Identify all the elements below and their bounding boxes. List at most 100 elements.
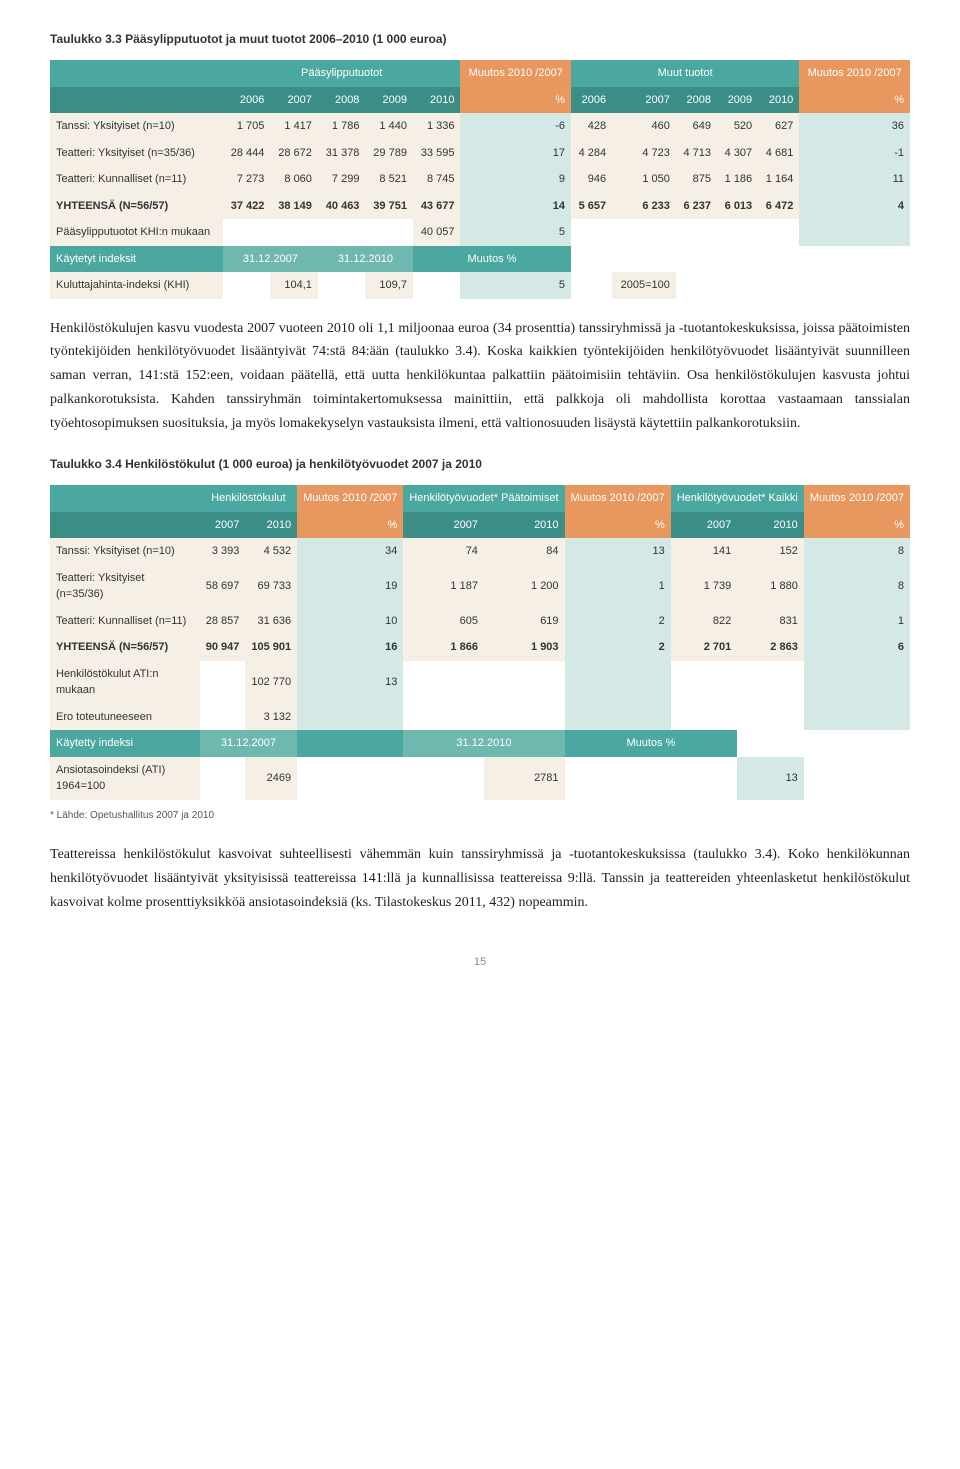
t2-gh4: Muutos 2010 /2007 <box>565 485 671 512</box>
t1-extra1-c6 <box>571 219 612 246</box>
t2-row0-label: Tanssi: Yksityiset (n=10) <box>50 538 200 565</box>
page-number: 15 <box>50 954 910 971</box>
t2-extra1-c6 <box>671 661 738 704</box>
t2-idx-label: Käytetty indeksi <box>50 730 200 757</box>
t1-row2-c2: 7 299 <box>318 166 366 193</box>
t1-total-c3: 39 751 <box>365 193 413 220</box>
t1-row1-c9: 4 307 <box>717 140 758 167</box>
t2-row1-label: Teatteri: Yksityiset (n=35/36) <box>50 565 200 608</box>
t1-row1-c5: 17 <box>460 140 571 167</box>
t2-col-1: 2007 <box>200 512 246 539</box>
t2-col-2: 2010 <box>245 512 297 539</box>
t2-gh5: Henkilötyövuodet* Kaikki <box>671 485 804 512</box>
t1-gh2: Muutos 2010 /2007 <box>460 60 571 87</box>
t2-col-9: % <box>804 512 910 539</box>
t1-khi-c7: 2005=100 <box>612 272 676 299</box>
t1-khi-c2 <box>318 272 366 299</box>
t2-extra1-c8 <box>804 661 910 704</box>
t2-row2-c1: 31 636 <box>245 608 297 635</box>
t2-row1-c3: 1 187 <box>403 565 484 608</box>
table2-caption: Taulukko 3.4 Henkilöstökulut (1 000 euro… <box>50 455 910 473</box>
t1-gh0 <box>50 60 223 87</box>
t2-total-c1: 105 901 <box>245 634 297 661</box>
t2-row1-c6: 1 739 <box>671 565 738 608</box>
t1-row0-c11: 36 <box>799 113 910 140</box>
t2-row1-c0: 58 697 <box>200 565 246 608</box>
paragraph-1: Henkilöstökulujen kasvu vuodesta 2007 vu… <box>50 317 910 436</box>
t1-row2-c4: 8 745 <box>413 166 461 193</box>
t1-col-0 <box>50 87 223 114</box>
t1-row0-c8: 649 <box>676 113 717 140</box>
t2-row2-c6: 822 <box>671 608 738 635</box>
t2-total-c2: 16 <box>297 634 403 661</box>
t2-col-8: 2010 <box>737 512 804 539</box>
t2-extra2-c8 <box>804 704 910 731</box>
t2-row0-c1: 4 532 <box>245 538 297 565</box>
t1-row1-c3: 29 789 <box>365 140 413 167</box>
t2-col-0 <box>50 512 200 539</box>
t2-col-7: 2007 <box>671 512 738 539</box>
t1-row0-c0: 1 705 <box>223 113 271 140</box>
t1-idx-a: 31.12.2007 <box>223 246 318 273</box>
t2-ati-label: Ansiotasoindeksi (ATI) 1964=100 <box>50 757 200 800</box>
t1-khi-c3: 109,7 <box>365 272 413 299</box>
t2-row1-c2: 19 <box>297 565 403 608</box>
t1-row1-c0: 28 444 <box>223 140 271 167</box>
t1-extra1-c0 <box>223 219 271 246</box>
t2-gh1: Henkilöstökulut <box>200 485 297 512</box>
t1-total-c5: 14 <box>460 193 571 220</box>
t1-total-c7: 6 233 <box>612 193 676 220</box>
t2-row1-c7: 1 880 <box>737 565 804 608</box>
t1-extra1-c4: 40 057 <box>413 219 461 246</box>
t2-idx-c: Muutos % <box>565 730 738 757</box>
t2-ati-c2 <box>297 757 403 800</box>
t1-idx-label: Käytetyt indeksit <box>50 246 223 273</box>
t1-row0-c10: 627 <box>758 113 799 140</box>
t1-extra1-c3 <box>365 219 413 246</box>
t2-row1-c5: 1 <box>565 565 671 608</box>
t2-total-c6: 2 701 <box>671 634 738 661</box>
t2-row2-c7: 831 <box>737 608 804 635</box>
t2-extra1-c3 <box>403 661 484 704</box>
t1-extra1-c7 <box>612 219 676 246</box>
t1-col-12: % <box>799 87 910 114</box>
t1-row2-c5: 9 <box>460 166 571 193</box>
t2-row2-c3: 605 <box>403 608 484 635</box>
t2-ati-c0 <box>200 757 246 800</box>
t1-col-5: 2010 <box>413 87 461 114</box>
t2-total-label: YHTEENSÄ (N=56/57) <box>50 634 200 661</box>
t1-extra1-c9 <box>717 219 758 246</box>
t1-total-c8: 6 237 <box>676 193 717 220</box>
t1-row1-c4: 33 595 <box>413 140 461 167</box>
table2-footnote: * Lähde: Opetushallitus 2007 ja 2010 <box>50 808 910 823</box>
t1-khi-c8 <box>676 272 717 299</box>
t2-row0-c2: 34 <box>297 538 403 565</box>
t2-total-c5: 2 <box>565 634 671 661</box>
t1-total-c9: 6 013 <box>717 193 758 220</box>
t1-col-8: 2007 <box>612 87 676 114</box>
t1-row0-c5: -6 <box>460 113 571 140</box>
t2-idx-pad2 <box>737 730 910 757</box>
t2-ati-c3 <box>403 757 484 800</box>
t2-row2-c5: 2 <box>565 608 671 635</box>
t1-row2-c3: 8 521 <box>365 166 413 193</box>
t2-col-4: 2007 <box>403 512 484 539</box>
t2-gh3: Henkilötyövuodet* Päätoimiset <box>403 485 564 512</box>
t2-ati-c4: 2781 <box>484 757 565 800</box>
t1-khi-c11 <box>799 272 910 299</box>
t1-row2-c11: 11 <box>799 166 910 193</box>
t1-row2-c8: 875 <box>676 166 717 193</box>
t1-total-c0: 37 422 <box>223 193 271 220</box>
t2-extra1-c0 <box>200 661 246 704</box>
t1-idx-b: 31.12.2010 <box>318 246 413 273</box>
t1-khi-c5: 5 <box>460 272 571 299</box>
t1-idx-pad <box>571 246 910 273</box>
t2-extra2-c0 <box>200 704 246 731</box>
t1-row0-c1: 1 417 <box>270 113 318 140</box>
t1-extra1-c5: 5 <box>460 219 571 246</box>
t1-row0-label: Tanssi: Yksityiset (n=10) <box>50 113 223 140</box>
t2-total-c8: 6 <box>804 634 910 661</box>
t1-row2-c6: 946 <box>571 166 612 193</box>
t2-col-3: % <box>297 512 403 539</box>
t2-row0-c5: 13 <box>565 538 671 565</box>
